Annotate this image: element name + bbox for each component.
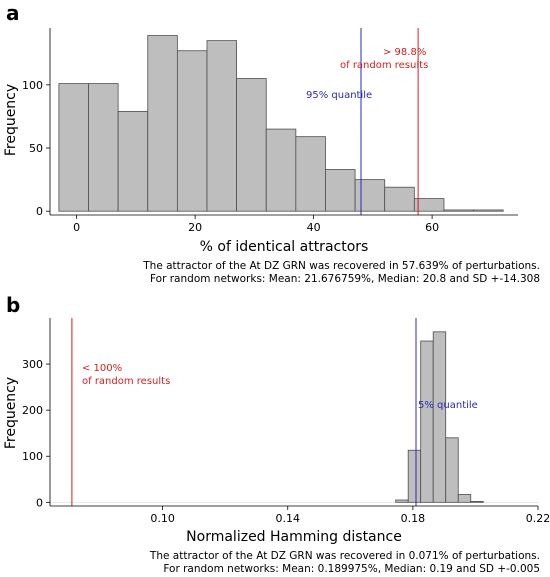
histogram-bar bbox=[236, 78, 267, 212]
y-tick-label: 300 bbox=[22, 358, 43, 371]
histogram-bar bbox=[443, 209, 474, 212]
histogram-bar bbox=[176, 50, 208, 212]
histogram-bar bbox=[470, 500, 484, 503]
panel-a-x-axis-title: % of identical attractors bbox=[200, 239, 369, 255]
histogram-bar bbox=[354, 179, 386, 212]
histogram-bar bbox=[395, 499, 409, 503]
x-tick-label: 0.10 bbox=[150, 512, 175, 525]
histogram-bar bbox=[325, 169, 356, 212]
panel-b-observed-label-line-1: < 100% bbox=[82, 363, 122, 374]
panel-b-vlines bbox=[71, 318, 417, 506]
y-tick-label: 100 bbox=[22, 450, 43, 463]
histogram-bar bbox=[407, 449, 422, 503]
histogram-bar bbox=[117, 110, 149, 212]
x-tick-label: 0 bbox=[73, 221, 80, 234]
y-tick-label: 50 bbox=[29, 142, 43, 155]
x-tick-label: 60 bbox=[425, 221, 439, 234]
panel-a-y-axis-title: Frequency bbox=[3, 84, 19, 156]
histogram-bar bbox=[384, 186, 415, 212]
panel-a: a 0 50 100 0 20 40 60 Frequency % of identica… bbox=[3, 1, 540, 285]
histogram-bar bbox=[473, 209, 504, 212]
panel-b-x-ticks: 0.10 0.14 0.18 0.22 bbox=[150, 506, 550, 525]
panel-a-observed-label-line-1: > 98.8% bbox=[383, 47, 426, 58]
x-tick-label: 0.14 bbox=[275, 512, 300, 525]
histogram-bar bbox=[445, 437, 459, 503]
panel-a-x-ticks: 0 20 40 60 bbox=[73, 215, 439, 234]
histogram-bar bbox=[413, 198, 445, 212]
y-tick-label: 200 bbox=[22, 404, 43, 417]
panel-b-bars bbox=[50, 331, 538, 503]
y-tick-label: 100 bbox=[22, 79, 43, 92]
histogram-bar bbox=[206, 40, 238, 212]
histogram-bar bbox=[88, 83, 119, 212]
y-tick-label: 0 bbox=[36, 205, 43, 218]
panel-a-caption-line-2: For random networks: Mean: 21.676759%, M… bbox=[150, 273, 540, 285]
panel-b-label: b bbox=[6, 293, 20, 317]
histogram-bar bbox=[58, 83, 89, 212]
panel-b-observed-label-line-2: of random results bbox=[82, 376, 170, 387]
histogram-bar bbox=[432, 331, 447, 503]
panel-b-y-ticks: 0 100 200 300 bbox=[22, 358, 50, 509]
histogram-bar bbox=[420, 340, 434, 503]
x-tick-label: 40 bbox=[307, 221, 321, 234]
panel-a-quantile-label: 95% quantile bbox=[306, 90, 372, 101]
panel-b-y-axis-title: Frequency bbox=[3, 377, 19, 449]
panel-a-observed-label-line-2: of random results bbox=[340, 60, 428, 71]
panel-a-y-ticks: 0 50 100 bbox=[22, 79, 50, 218]
histogram-bar bbox=[457, 494, 472, 503]
panel-a-caption-line-1: The attractor of the At DZ GRN was recov… bbox=[142, 260, 540, 272]
y-tick-label: 0 bbox=[36, 496, 43, 509]
x-tick-label: 20 bbox=[188, 221, 202, 234]
x-tick-label: 0.18 bbox=[401, 512, 426, 525]
panel-b-caption-line-2: For random networks: Mean: 0.189975%, Me… bbox=[163, 563, 540, 575]
x-tick-label: 0.22 bbox=[526, 512, 550, 525]
histogram-bar bbox=[265, 128, 297, 212]
panel-a-bars bbox=[58, 35, 504, 212]
panel-a-label: a bbox=[6, 1, 20, 25]
panel-b-caption-line-1: The attractor of the At DZ GRN was recov… bbox=[149, 550, 540, 562]
histogram-bar bbox=[147, 35, 178, 212]
panel-b-x-axis-title: Normalized Hamming distance bbox=[186, 529, 402, 545]
panel-b-quantile-label: 5% quantile bbox=[418, 400, 478, 411]
histogram-bar bbox=[295, 136, 326, 212]
panel-a-vlines bbox=[360, 28, 419, 215]
